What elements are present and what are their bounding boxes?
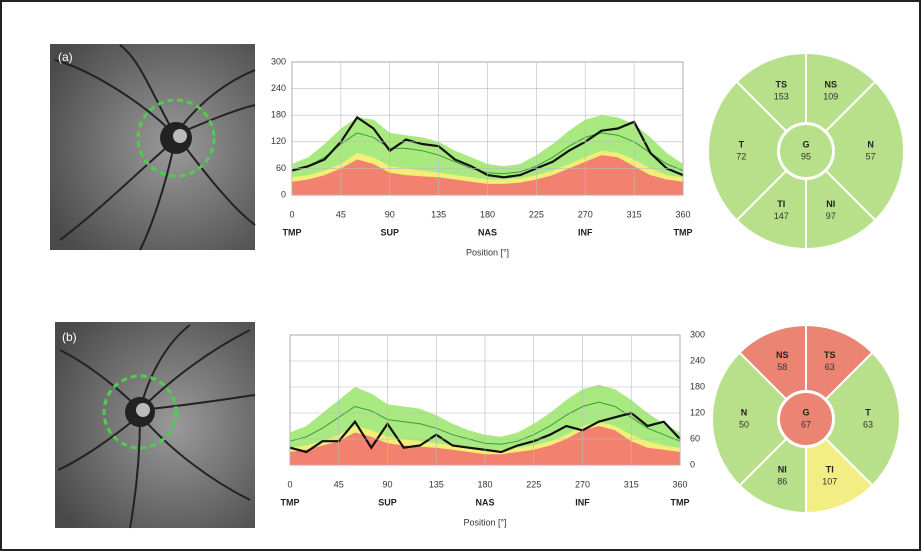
sector-value: 86 [777,477,787,487]
y-tick-label: 120 [271,136,286,146]
sector-value: 58 [777,362,787,372]
x-tick-label: 225 [529,209,544,219]
x-tick-label: 135 [429,479,444,489]
position-label: SUP [380,227,399,237]
sector-value: 107 [822,477,837,487]
y-tick-label: 240 [690,355,705,365]
x-tick-label: 90 [385,209,395,219]
sector-label: N [867,139,874,149]
y-tick-label: 180 [271,110,286,120]
sector-label: TI [826,465,834,475]
position-label: TMP [283,227,302,237]
x-tick-label: 90 [382,479,392,489]
position-label: INF [578,227,593,237]
sector-label: TI [777,199,785,209]
sector-value: 95 [801,151,811,161]
sector-value: 97 [826,211,836,221]
sector-value: 63 [863,419,873,429]
position-label: NAS [475,497,494,507]
sector-label: TS [775,80,787,90]
x-tick-label: 45 [336,209,346,219]
sector-label: NS [824,80,837,90]
sector-value: 72 [736,151,746,161]
x-tick-label: 135 [431,209,446,219]
sector-label: T [739,139,745,149]
fundus-image-a [50,44,255,250]
x-tick-label: 360 [672,479,687,489]
sector-label: T [865,407,871,417]
y-tick-label: 300 [271,56,286,66]
x-tick-label: 180 [477,479,492,489]
panel-label: (b) [62,330,77,344]
sector-label: N [741,407,748,417]
position-label: INF [575,497,590,507]
fundus-image-b [55,322,255,528]
panel-label: (a) [58,50,73,64]
y-tick-label: 60 [276,163,286,173]
position-label: TMP [281,497,300,507]
position-label: NAS [478,227,497,237]
sector-label: G [802,407,809,417]
sector-value: 63 [825,362,835,372]
x-tick-label: 270 [575,479,590,489]
x-axis-label: Position [°] [466,247,509,257]
sector-value: 50 [739,419,749,429]
sector-value: 147 [774,211,789,221]
sector-label: NI [826,199,835,209]
sector-value: 109 [823,92,838,102]
y-tick-label: 180 [690,381,705,391]
position-label: TMP [671,497,690,507]
x-tick-label: 360 [675,209,690,219]
x-axis-label: Position [°] [463,517,506,527]
x-tick-label: 225 [526,479,541,489]
sector-label: TS [824,350,836,360]
sector-label: NI [778,465,787,475]
sector-label: NS [776,350,789,360]
sector-value: 57 [866,151,876,161]
y-tick-label: 0 [690,459,695,469]
x-tick-label: 315 [624,479,639,489]
sector-value: 153 [774,92,789,102]
position-label: TMP [674,227,693,237]
y-tick-label: 300 [690,329,705,339]
figure: (a) (b) 0 60 120 180 240 300 0 45 90 135 180 225 270… [0,0,921,551]
y-tick-label: 120 [690,407,705,417]
x-tick-label: 0 [287,479,292,489]
x-tick-label: 180 [480,209,495,219]
y-tick-label: 0 [281,189,286,199]
x-tick-label: 315 [627,209,642,219]
sector-value: 67 [801,419,811,429]
y-tick-label: 60 [690,433,700,443]
x-tick-label: 0 [289,209,294,219]
x-tick-label: 270 [578,209,593,219]
x-tick-label: 45 [334,479,344,489]
sector-label: G [802,139,809,149]
position-label: SUP [378,497,397,507]
y-tick-label: 240 [271,83,286,93]
